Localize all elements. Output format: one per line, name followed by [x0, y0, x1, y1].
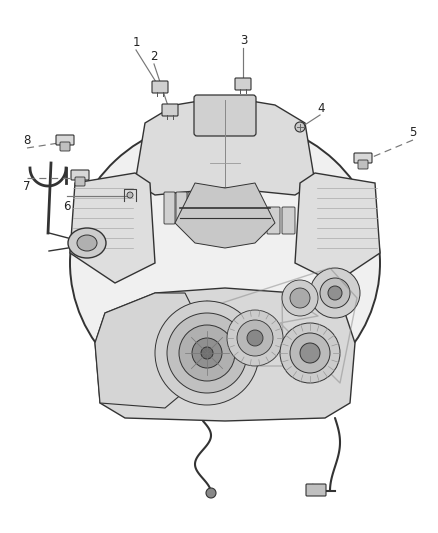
Text: 6: 6: [63, 199, 71, 213]
Circle shape: [206, 488, 216, 498]
Text: 1: 1: [132, 36, 140, 49]
Text: 8: 8: [23, 133, 31, 147]
Polygon shape: [95, 288, 355, 421]
FancyBboxPatch shape: [358, 160, 368, 169]
FancyBboxPatch shape: [200, 192, 211, 224]
FancyBboxPatch shape: [176, 192, 187, 224]
FancyBboxPatch shape: [164, 192, 175, 224]
FancyBboxPatch shape: [194, 95, 256, 136]
Polygon shape: [295, 173, 380, 283]
Circle shape: [247, 330, 263, 346]
Text: 2: 2: [150, 50, 158, 62]
FancyBboxPatch shape: [162, 104, 178, 116]
FancyBboxPatch shape: [267, 207, 280, 234]
Circle shape: [290, 333, 330, 373]
Circle shape: [320, 278, 350, 308]
Circle shape: [280, 323, 340, 383]
Ellipse shape: [70, 118, 380, 408]
Circle shape: [227, 310, 283, 366]
FancyBboxPatch shape: [71, 170, 89, 180]
Circle shape: [155, 301, 259, 405]
Circle shape: [201, 347, 213, 359]
FancyBboxPatch shape: [188, 192, 199, 224]
Circle shape: [282, 280, 318, 316]
Ellipse shape: [68, 228, 106, 258]
Text: 5: 5: [410, 126, 417, 140]
FancyBboxPatch shape: [60, 142, 70, 151]
Circle shape: [295, 122, 305, 132]
Polygon shape: [135, 98, 315, 195]
Ellipse shape: [77, 235, 97, 251]
Polygon shape: [70, 173, 155, 283]
Circle shape: [167, 313, 247, 393]
FancyBboxPatch shape: [282, 207, 295, 234]
Circle shape: [310, 268, 360, 318]
Circle shape: [300, 343, 320, 363]
FancyBboxPatch shape: [75, 177, 85, 186]
Circle shape: [290, 288, 310, 308]
Circle shape: [237, 320, 273, 356]
Polygon shape: [95, 293, 200, 408]
Polygon shape: [175, 183, 275, 248]
Text: 7: 7: [23, 180, 31, 192]
Circle shape: [179, 325, 235, 381]
Text: 4: 4: [317, 101, 325, 115]
FancyBboxPatch shape: [354, 153, 372, 163]
Text: 3: 3: [240, 35, 247, 47]
FancyBboxPatch shape: [306, 484, 326, 496]
Circle shape: [192, 338, 222, 368]
Circle shape: [328, 286, 342, 300]
Circle shape: [127, 192, 133, 198]
FancyBboxPatch shape: [56, 135, 74, 145]
FancyBboxPatch shape: [152, 81, 168, 93]
FancyBboxPatch shape: [235, 78, 251, 90]
FancyBboxPatch shape: [252, 207, 265, 234]
